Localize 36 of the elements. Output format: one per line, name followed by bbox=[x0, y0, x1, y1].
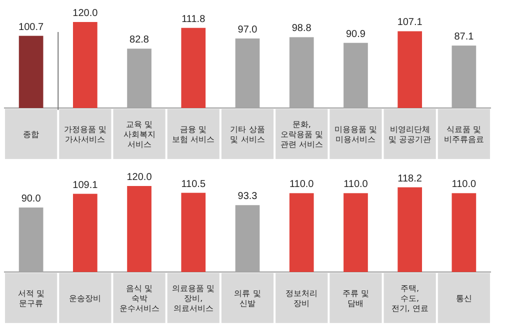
x-tick-label: 의료용품 및 장비, 의료서비스 bbox=[172, 284, 215, 313]
x-tick-label: 식료품 및 비주류음료 bbox=[444, 125, 484, 144]
data-label: 109.1 bbox=[72, 180, 98, 191]
data-label: 107.1 bbox=[397, 17, 423, 28]
x-tick-label: 금융 및 보험 서비스 bbox=[172, 125, 215, 144]
data-label: 120.0 bbox=[126, 172, 152, 183]
x-tick-label: 서적 및 문구류 bbox=[18, 289, 44, 308]
data-label: 82.8 bbox=[130, 34, 150, 46]
x-tick-label: 교육 및 사회복지 서비스 bbox=[123, 120, 156, 149]
x-tick-label: 정보처리 장비 bbox=[286, 289, 318, 308]
data-label: 111.8 bbox=[182, 14, 206, 25]
data-label: 90.9 bbox=[346, 28, 366, 40]
data-label: 100.7 bbox=[18, 22, 44, 33]
data-label: 110.0 bbox=[452, 179, 477, 190]
data-label: 98.8 bbox=[292, 23, 312, 34]
data-label: 110.0 bbox=[289, 179, 314, 190]
x-tick-label: 의류 및 신발 bbox=[234, 289, 261, 308]
data-label: 87.1 bbox=[454, 32, 474, 43]
x-tick-label: 운송장비 bbox=[69, 294, 102, 303]
x-tick-label: 통신 bbox=[456, 294, 472, 303]
x-tick-label: 문화, 오락용품 및 관련 서비스 bbox=[280, 120, 323, 149]
x-tick-label: 비영리단체 및 공공기관 bbox=[388, 125, 432, 144]
x-tick-label: 종합 bbox=[23, 130, 40, 139]
data-label: 110.0 bbox=[344, 179, 368, 190]
x-tick-label: 가정용품 및 가사서비스 bbox=[64, 125, 106, 144]
data-label: 120.0 bbox=[72, 8, 98, 19]
data-label: 97.0 bbox=[238, 24, 258, 36]
x-tick-label: 주류 및 담배 bbox=[342, 289, 369, 308]
x-tick-label: 미용용품 및 미용서비스 bbox=[334, 125, 377, 144]
x-tick-label: 음식 및 숙박 운수서비스 bbox=[119, 284, 160, 313]
x-tick-label: 주택, 수도, 전기, 연료 bbox=[391, 284, 428, 313]
data-label: 90.0 bbox=[21, 194, 42, 204]
data-label: 93.3 bbox=[238, 191, 258, 202]
x-tick-label: 기타 상품 및 서비스 bbox=[230, 125, 265, 144]
data-label: 118.2 bbox=[398, 173, 422, 184]
data-label: 110.5 bbox=[181, 178, 206, 190]
